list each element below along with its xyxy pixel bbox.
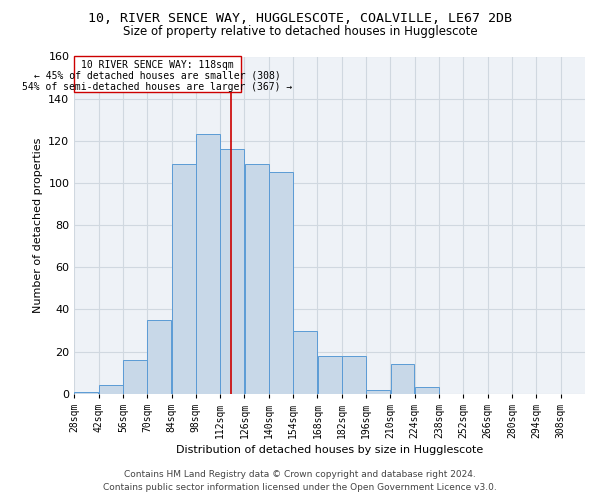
Text: Contains HM Land Registry data © Crown copyright and database right 2024.
Contai: Contains HM Land Registry data © Crown c… — [103, 470, 497, 492]
Text: Size of property relative to detached houses in Hugglescote: Size of property relative to detached ho… — [122, 25, 478, 38]
Bar — [293, 330, 317, 394]
FancyBboxPatch shape — [74, 56, 241, 92]
Bar — [74, 392, 98, 394]
Bar — [172, 164, 196, 394]
Bar — [148, 320, 171, 394]
Bar — [367, 390, 390, 394]
Bar — [245, 164, 269, 394]
Bar — [415, 388, 439, 394]
X-axis label: Distribution of detached houses by size in Hugglescote: Distribution of detached houses by size … — [176, 445, 483, 455]
Bar — [318, 356, 341, 394]
Text: 54% of semi-detached houses are larger (367) →: 54% of semi-detached houses are larger (… — [22, 82, 293, 92]
Bar — [220, 150, 244, 394]
Bar — [99, 386, 122, 394]
Bar — [196, 134, 220, 394]
Text: 10 RIVER SENCE WAY: 118sqm: 10 RIVER SENCE WAY: 118sqm — [81, 60, 234, 70]
Text: ← 45% of detached houses are smaller (308): ← 45% of detached houses are smaller (30… — [34, 71, 281, 81]
Bar — [342, 356, 366, 394]
Bar — [123, 360, 147, 394]
Y-axis label: Number of detached properties: Number of detached properties — [32, 138, 43, 313]
Bar — [391, 364, 415, 394]
Text: 10, RIVER SENCE WAY, HUGGLESCOTE, COALVILLE, LE67 2DB: 10, RIVER SENCE WAY, HUGGLESCOTE, COALVI… — [88, 12, 512, 26]
Bar — [269, 172, 293, 394]
